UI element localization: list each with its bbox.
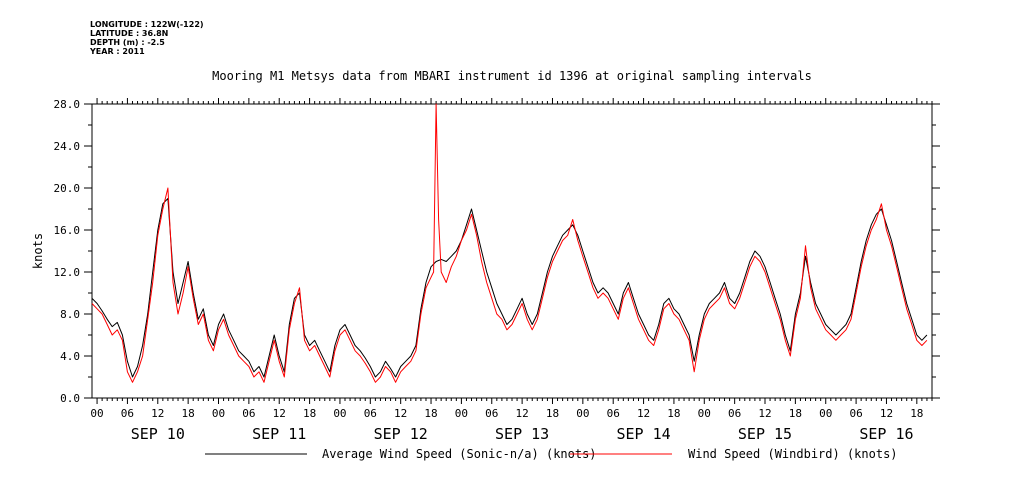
x-tick-label: 12 xyxy=(637,407,650,420)
x-tick-label: 00 xyxy=(455,407,468,420)
series-line-avg xyxy=(91,198,928,378)
longitude-label: LONGITUDE : 122W(-122) xyxy=(90,20,204,29)
y-tick-label: 28.0 xyxy=(54,98,81,111)
day-label: SEP 10 xyxy=(131,425,185,443)
legend-label-windbird: Wind Speed (Windbird) (knots) xyxy=(688,447,898,461)
latitude-label: LATITUDE : 36.8N xyxy=(90,29,169,38)
y-tick-label: 24.0 xyxy=(54,140,81,153)
x-tick-label: 06 xyxy=(242,407,255,420)
y-tick-label: 4.0 xyxy=(60,350,80,363)
x-tick-label: 00 xyxy=(576,407,589,420)
y-tick-label: 20.0 xyxy=(54,182,81,195)
day-label: SEP 11 xyxy=(252,425,306,443)
x-tick-label: 12 xyxy=(758,407,771,420)
chart-title: Mooring M1 Metsys data from MBARI instru… xyxy=(212,69,812,83)
x-tick-label: 18 xyxy=(303,407,316,420)
x-tick-label: 12 xyxy=(880,407,893,420)
x-tick-label: 12 xyxy=(273,407,286,420)
x-tick-label: 06 xyxy=(728,407,741,420)
x-tick-label: 18 xyxy=(667,407,680,420)
x-tick-label: 06 xyxy=(121,407,134,420)
x-tick-label: 12 xyxy=(515,407,528,420)
x-tick-label: 00 xyxy=(698,407,711,420)
x-tick-label: 12 xyxy=(151,407,164,420)
legend-label-avg: Average Wind Speed (Sonic-n/a) (knots) xyxy=(322,447,597,461)
x-tick-label: 00 xyxy=(333,407,346,420)
depth-label: DEPTH (m) : -2.5 xyxy=(90,38,165,47)
x-tick-label: 12 xyxy=(394,407,407,420)
series-group xyxy=(91,103,928,383)
y-tick-label: 12.0 xyxy=(54,266,81,279)
day-label: SEP 12 xyxy=(374,425,428,443)
x-tick-label: 18 xyxy=(789,407,802,420)
x-tick-label: 06 xyxy=(607,407,620,420)
y-axis: 0.0 4.0 8.0 12.0 16.0 20.0 24.0 28.0 xyxy=(54,98,940,405)
day-label: SEP 14 xyxy=(616,425,670,443)
x-tick-label: 18 xyxy=(910,407,923,420)
metadata-block: LONGITUDE : 122W(-122) LATITUDE : 36.8N … xyxy=(90,20,204,56)
x-tick-label: 18 xyxy=(424,407,437,420)
year-label: YEAR : 2011 xyxy=(90,47,145,56)
y-axis-label: knots xyxy=(31,233,45,269)
y-tick-label: 0.0 xyxy=(60,392,80,405)
x-tick-label: 06 xyxy=(364,407,377,420)
day-label: SEP 13 xyxy=(495,425,549,443)
x-tick-label: 00 xyxy=(90,407,103,420)
day-label: SEP 15 xyxy=(738,425,792,443)
day-label: SEP 16 xyxy=(859,425,913,443)
x-tick-label: 06 xyxy=(849,407,862,420)
y-tick-label: 8.0 xyxy=(60,308,80,321)
legend: Average Wind Speed (Sonic-n/a) (knots) W… xyxy=(205,447,898,461)
x-tick-label: 06 xyxy=(485,407,498,420)
x-tick-label: 00 xyxy=(819,407,832,420)
x-axis: 00 06 12 18 00 06 12 18 00 06 12 18 00 06 12 18 00 06 12 18… xyxy=(90,98,933,443)
x-tick-label: 18 xyxy=(546,407,559,420)
x-tick-label: 18 xyxy=(182,407,195,420)
y-tick-label: 16.0 xyxy=(54,224,81,237)
x-tick-label: 00 xyxy=(212,407,225,420)
series-line-windbird xyxy=(91,103,928,383)
